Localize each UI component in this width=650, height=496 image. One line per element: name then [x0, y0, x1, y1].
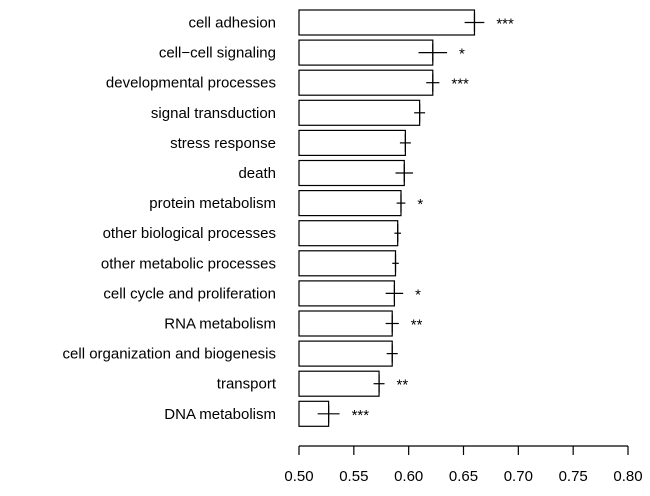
- bar: [298, 99, 421, 126]
- significance-label: ***: [352, 407, 370, 424]
- bar: [298, 220, 399, 247]
- category-label: cell adhesion: [188, 15, 276, 32]
- category-label: stress response: [170, 135, 276, 152]
- bar: [298, 250, 397, 277]
- significance-label: **: [397, 377, 409, 394]
- bar: [298, 9, 476, 36]
- category-label: other biological processes: [103, 225, 276, 242]
- bar: [298, 159, 405, 187]
- category-label: transport: [217, 376, 277, 393]
- category-label: death: [238, 165, 276, 182]
- category-label: DNA metabolism: [164, 406, 276, 423]
- x-tick-label: 0.65: [449, 468, 478, 485]
- x-tick-label: 0.80: [613, 468, 642, 485]
- bar: [298, 340, 393, 367]
- x-tick-label: 0.60: [394, 468, 423, 485]
- category-label: cell−cell signaling: [159, 45, 276, 62]
- x-tick-label: 0.50: [284, 468, 313, 485]
- bars-layer: ****************: [298, 9, 514, 427]
- bar: [298, 280, 396, 307]
- x-tick-label: 0.70: [504, 468, 533, 485]
- significance-label: ***: [451, 76, 469, 93]
- category-label: RNA metabolism: [164, 316, 276, 333]
- category-label: cell cycle and proliferation: [103, 285, 276, 302]
- bar: [298, 39, 434, 66]
- x-axis: 0.50 0.55 0.60 0.65 0.70 0.75 0.80: [284, 445, 643, 485]
- significance-label: *: [459, 46, 465, 63]
- x-tick-label: 0.75: [559, 468, 588, 485]
- category-label: protein metabolism: [149, 195, 276, 212]
- category-label: developmental processes: [106, 75, 276, 92]
- bar: [298, 370, 380, 397]
- significance-label: *: [417, 196, 423, 213]
- x-tick-label: 0.55: [339, 468, 368, 485]
- category-label: other metabolic processes: [101, 255, 276, 272]
- significance-label: ***: [496, 16, 514, 33]
- category-label: cell organization and biogenesis: [63, 346, 276, 363]
- category-label: signal transduction: [151, 105, 276, 122]
- category-labels: cell adhesion cell−cell signaling developm…: [63, 15, 277, 423]
- bar: [298, 310, 393, 337]
- bar: [298, 190, 402, 217]
- significance-label: **: [411, 317, 423, 334]
- significance-label: *: [415, 286, 421, 303]
- bar: [298, 69, 434, 96]
- bar: [298, 129, 406, 156]
